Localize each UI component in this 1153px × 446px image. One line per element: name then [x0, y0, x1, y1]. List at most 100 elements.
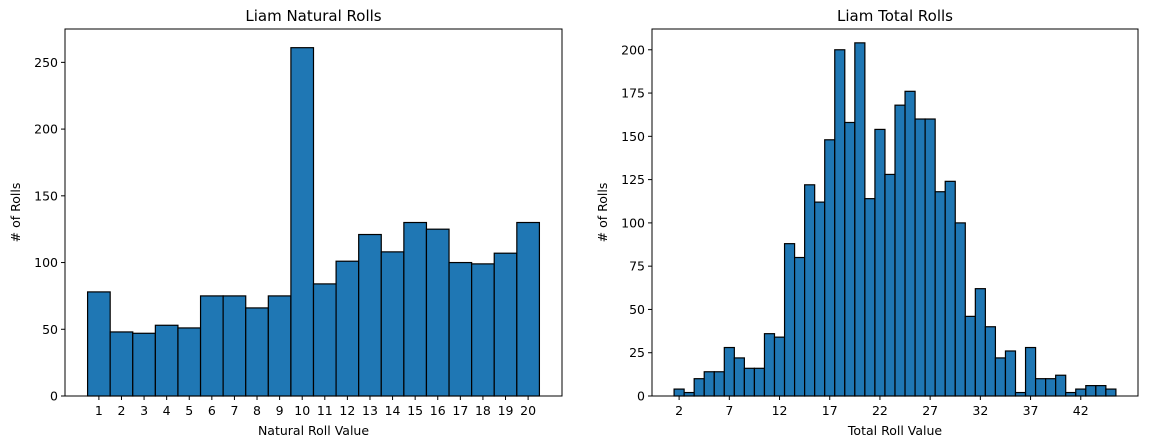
y-tick-label: 0	[50, 389, 58, 404]
y-tick-label: 25	[629, 345, 645, 360]
x-tick-label: 42	[1073, 403, 1089, 418]
x-tick-label: 9	[276, 403, 284, 418]
y-tick-label: 250	[34, 55, 58, 70]
bar-6	[199, 295, 224, 397]
y-axis-label: # of Rolls	[8, 183, 23, 243]
x-tick-label: 5	[185, 403, 193, 418]
bar-3	[683, 391, 695, 397]
bar-27	[924, 118, 936, 397]
y-tick-label: 200	[34, 122, 58, 137]
bar-18	[834, 49, 846, 397]
y-tick-label: 100	[621, 215, 645, 230]
x-tick-label: 12	[772, 403, 788, 418]
bar-12	[773, 336, 786, 397]
y-tick-label: 0	[637, 389, 645, 404]
bar-11	[763, 333, 776, 397]
x-axis-label: Natural Roll Value	[258, 423, 369, 438]
y-axis-label: # of Rolls	[595, 183, 610, 243]
x-tick-label: 1	[95, 403, 103, 418]
bar-18	[471, 263, 495, 397]
x-axis-label: Total Roll Value	[847, 423, 942, 438]
bar-40	[1055, 374, 1067, 397]
bar-7	[723, 346, 735, 397]
bar-43	[1085, 385, 1097, 397]
axes-frame	[64, 28, 563, 397]
y-tick-label: 100	[34, 255, 58, 270]
bar-25	[904, 90, 916, 397]
bar-16	[814, 201, 826, 397]
bar-32	[974, 288, 986, 397]
x-tick-label: 10	[294, 403, 310, 418]
bar-44	[1095, 385, 1107, 397]
bar-17	[448, 261, 473, 397]
x-tick-label: 4	[163, 403, 171, 418]
bar-5	[177, 327, 202, 397]
bar-8	[245, 307, 269, 397]
bar-45	[1105, 388, 1117, 397]
x-tick-label: 2	[118, 403, 126, 418]
bar-29	[944, 180, 956, 397]
bar-34	[994, 357, 1007, 397]
x-tick-label: 18	[475, 403, 491, 418]
bar-24	[894, 104, 906, 397]
bar-21	[864, 198, 876, 397]
y-tick-label: 150	[621, 129, 645, 144]
y-tick-label: 125	[621, 172, 645, 187]
bar-13	[358, 233, 382, 397]
bar-22	[874, 128, 886, 397]
bar-2	[673, 388, 685, 397]
bar-3	[132, 332, 156, 397]
x-tick-label: 20	[520, 403, 536, 418]
y-tick-label: 150	[34, 188, 58, 203]
bar-26	[914, 118, 926, 397]
x-tick-label: 13	[362, 403, 378, 418]
y-tick-label: 175	[621, 86, 645, 101]
bar-39	[1045, 378, 1057, 397]
bar-4	[154, 324, 179, 397]
bar-30	[954, 222, 966, 397]
bar-16	[425, 228, 450, 397]
x-tick-label: 19	[498, 403, 514, 418]
bar-9	[267, 295, 292, 397]
x-tick-label: 15	[407, 403, 423, 418]
x-tick-label: 7	[230, 403, 238, 418]
x-tick-label: 2	[675, 403, 683, 418]
bar-36	[1014, 391, 1027, 397]
bar-4	[693, 378, 705, 397]
bar-1	[86, 291, 111, 397]
bar-35	[1004, 350, 1017, 397]
bar-23	[884, 173, 896, 397]
x-tick-label: 6	[208, 403, 216, 418]
bar-15	[403, 221, 428, 397]
bar-7	[222, 295, 247, 397]
chart-title: Liam Total Rolls	[837, 7, 953, 25]
bar-17	[824, 139, 836, 397]
bar-12	[335, 260, 360, 397]
bar-33	[984, 326, 997, 397]
y-tick-label: 50	[629, 302, 645, 317]
bar-6	[713, 371, 725, 397]
x-tick-label: 16	[430, 403, 446, 418]
x-tick-label: 27	[922, 403, 938, 418]
x-tick-label: 8	[253, 403, 261, 418]
bar-10	[290, 47, 315, 397]
bar-19	[844, 121, 856, 397]
y-tick-label: 200	[621, 42, 645, 57]
x-tick-label: 17	[452, 403, 468, 418]
bar-5	[703, 371, 715, 397]
bar-20	[854, 42, 866, 397]
bar-11	[312, 283, 337, 397]
bar-41	[1065, 391, 1077, 397]
x-tick-label: 3	[140, 403, 148, 418]
bar-8	[733, 357, 745, 397]
bar-9	[743, 367, 756, 397]
x-tick-label: 12	[339, 403, 355, 418]
x-tick-label: 22	[872, 403, 888, 418]
y-tick-label: 50	[42, 322, 58, 337]
bar-42	[1075, 388, 1087, 397]
y-tick-label: 75	[629, 259, 645, 274]
bar-28	[934, 191, 946, 397]
bar-14	[793, 256, 806, 397]
